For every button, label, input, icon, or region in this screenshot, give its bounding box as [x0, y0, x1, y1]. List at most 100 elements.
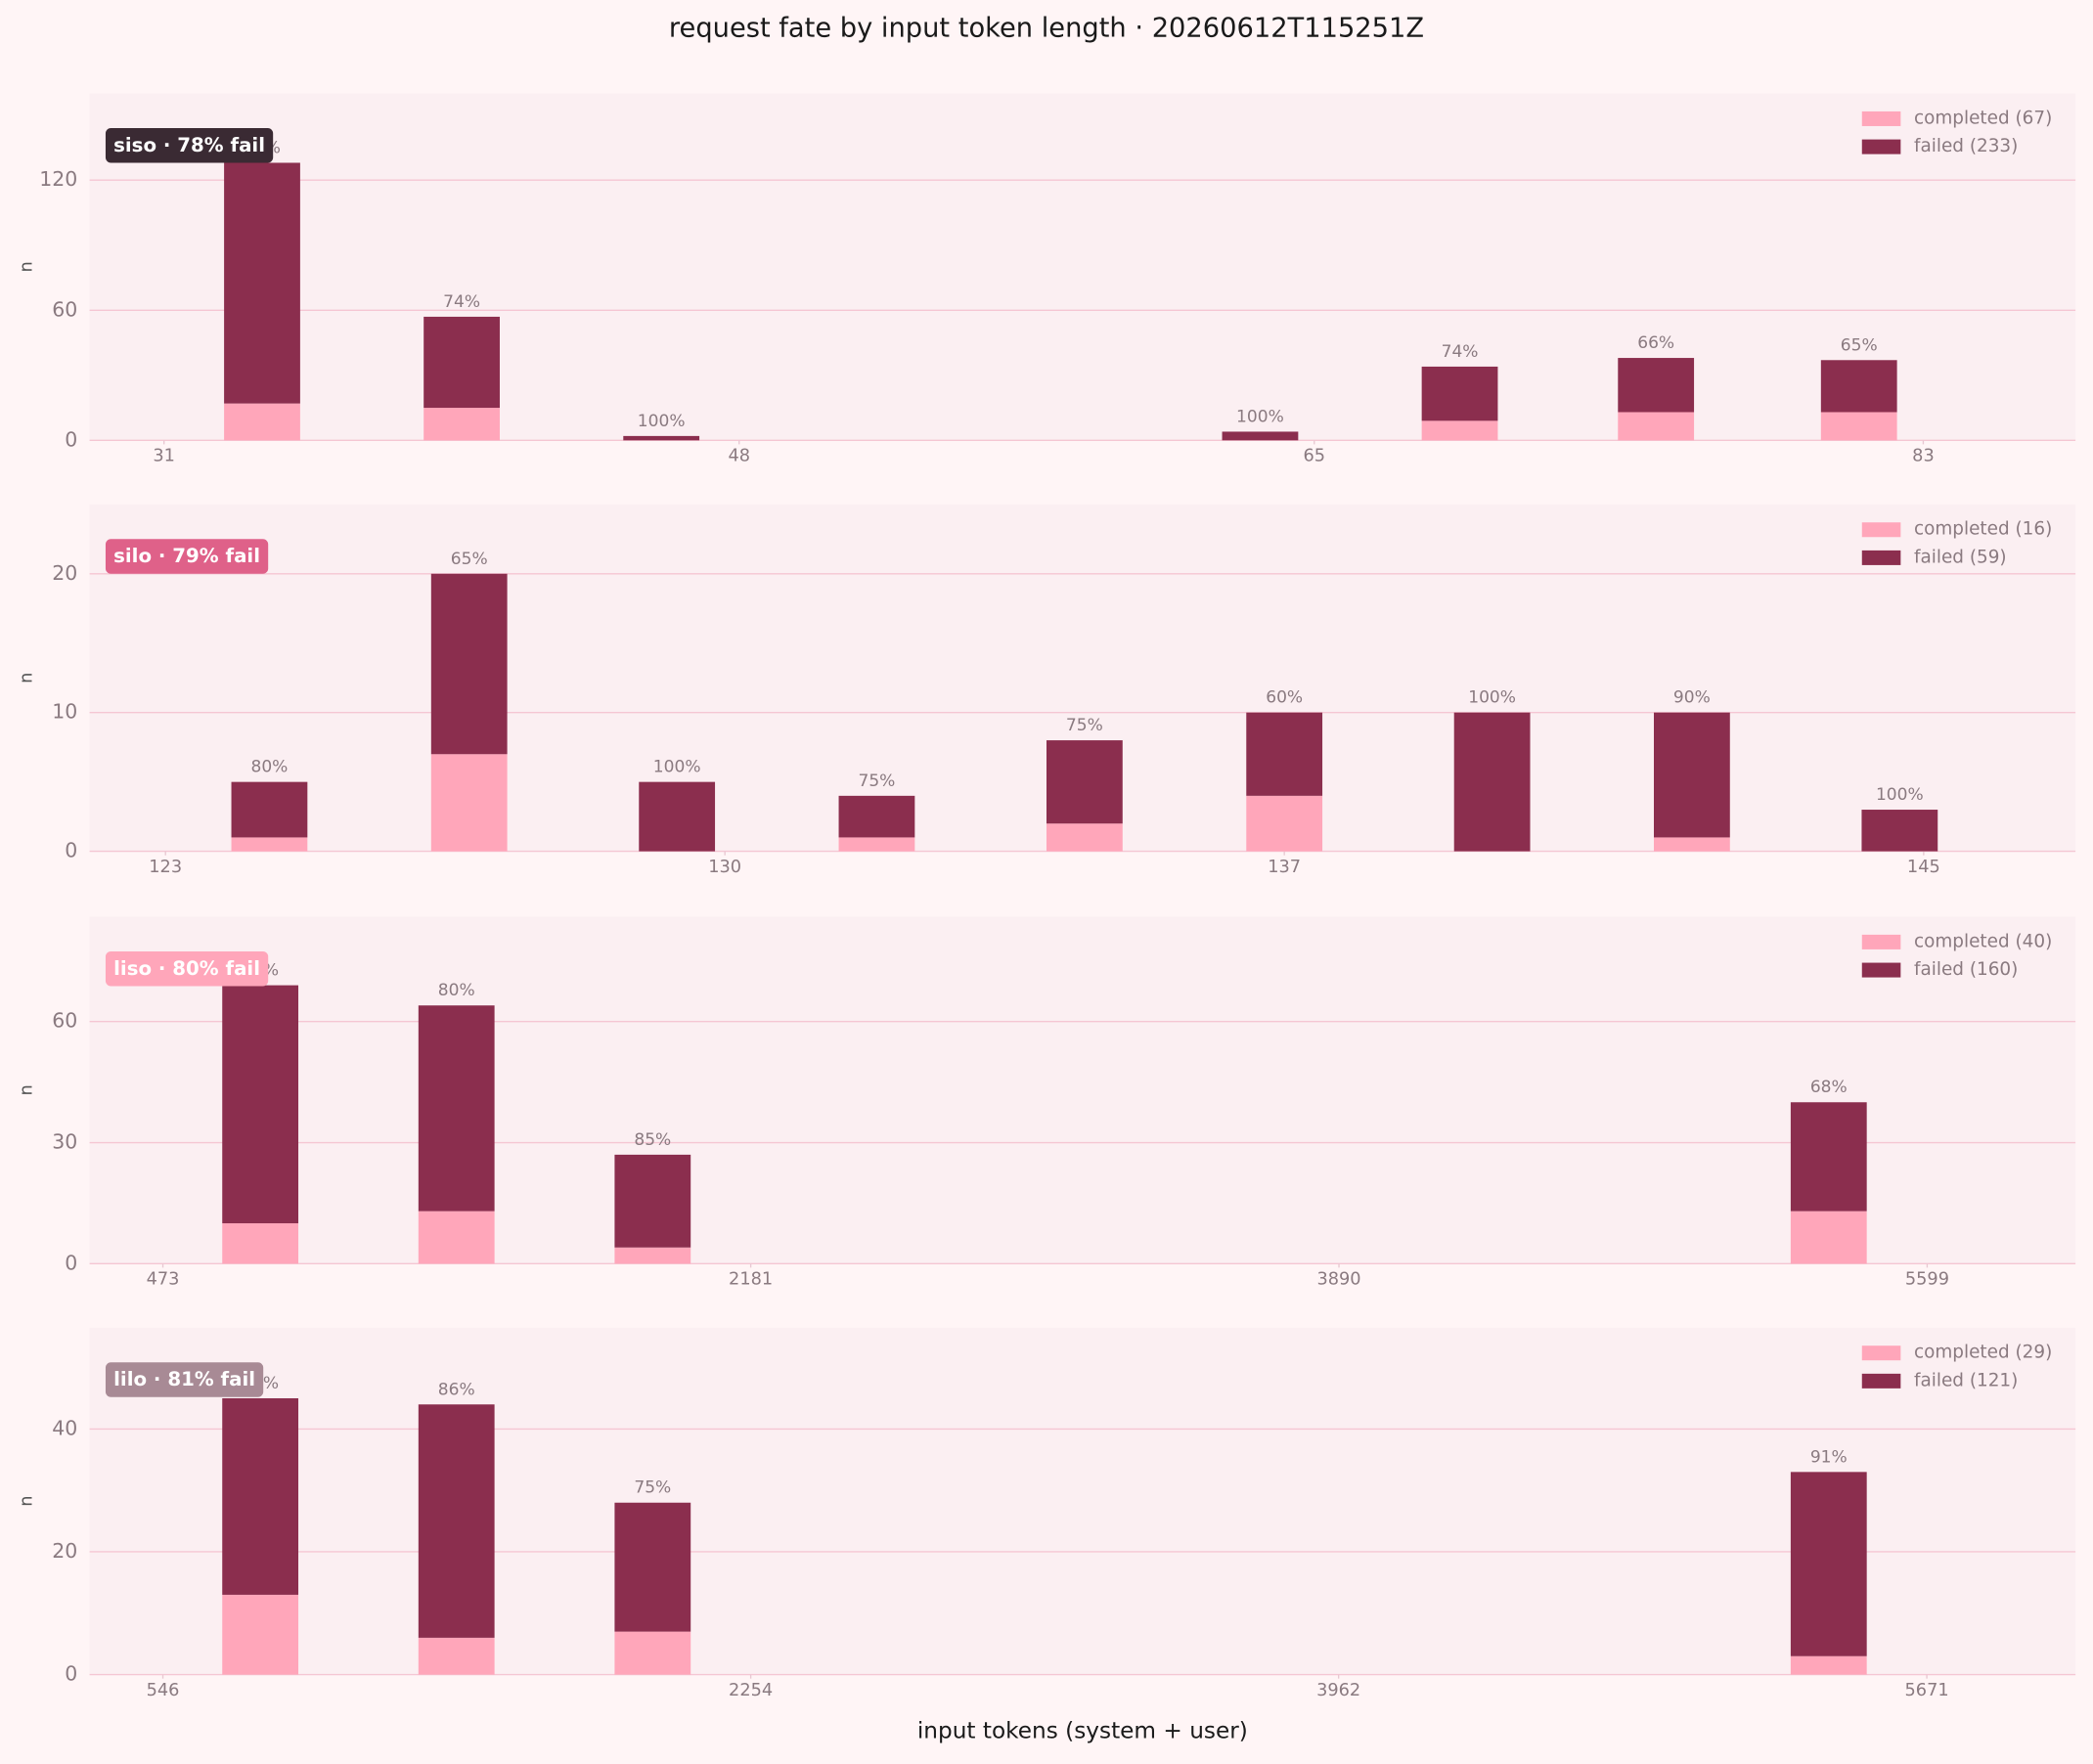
y-tick-label: 40 [52, 1416, 77, 1439]
bar-segment [1421, 366, 1498, 421]
y-axis-label: n [17, 1084, 36, 1095]
bar-segment [1222, 431, 1299, 441]
bar-segment [1046, 740, 1123, 824]
bar-segment [231, 837, 308, 852]
badge: lilo · 81% fail [105, 1362, 264, 1397]
bar-segment [614, 1247, 691, 1264]
bar-segment [614, 1631, 691, 1675]
y-tick-label: 0 [65, 839, 77, 862]
bar-segment [430, 573, 508, 755]
x-tick-label: 137 [1268, 858, 1301, 877]
bar-segment [1790, 1472, 1867, 1656]
y-tick-label: 30 [52, 1130, 77, 1154]
fail-label: 74% [1442, 342, 1479, 362]
legend-label: completed (67) [1914, 108, 2052, 128]
y-tick-label: 0 [65, 1662, 77, 1686]
fail-label: 100% [1236, 407, 1284, 426]
x-tick-label: 473 [147, 1270, 180, 1290]
bar-segment [222, 985, 299, 1224]
fail-label: 86% [438, 1380, 475, 1399]
bar-segment [423, 316, 500, 409]
bar-segment [1654, 837, 1730, 852]
legend-label: failed (160) [1914, 959, 2018, 980]
x-tick-label: 2254 [729, 1681, 773, 1700]
fail-label: 68% [1810, 1078, 1848, 1097]
bar-segment [231, 781, 308, 838]
bar-segment [1421, 420, 1498, 441]
bar-segment [1453, 712, 1531, 852]
legend-swatch [1861, 962, 1901, 978]
bar-segment [1790, 1211, 1867, 1264]
bar-segment [418, 1404, 495, 1638]
y-axis-label: n [17, 673, 36, 684]
bar-segment [222, 1397, 299, 1595]
bar-segment [1246, 795, 1323, 852]
legend-label: completed (40) [1914, 931, 2052, 951]
y-tick-label: 20 [52, 1539, 77, 1563]
legend-label: failed (233) [1914, 136, 2018, 156]
legend-swatch [1861, 1373, 1901, 1389]
x-tick-label: 546 [147, 1681, 180, 1700]
bar-segment [224, 162, 300, 404]
fail-label: 65% [451, 550, 488, 569]
bar-segment [1618, 358, 1695, 413]
legend-swatch [1861, 550, 1901, 565]
x-tick-label: 31 [153, 447, 175, 466]
bar-segment [1820, 360, 1897, 413]
legend-label: completed (29) [1914, 1343, 2052, 1363]
x-tick-label: 83 [1912, 447, 1935, 466]
plot-area [89, 93, 2076, 441]
x-tick-label: 48 [728, 447, 750, 466]
fail-label: 100% [1876, 785, 1924, 805]
badge-label: silo · 79% fail [113, 545, 260, 567]
legend-swatch [1861, 139, 1901, 154]
y-tick-label: 0 [65, 1251, 77, 1274]
bar-segment [614, 1154, 691, 1248]
fail-label: 74% [443, 292, 480, 312]
bar-segment [614, 1502, 691, 1632]
x-tick-label: 3890 [1316, 1270, 1360, 1290]
legend-swatch [1861, 522, 1901, 538]
y-tick-label: 60 [52, 1009, 77, 1033]
y-tick-label: 10 [52, 700, 77, 724]
bar-segment [423, 408, 500, 441]
plot-area [89, 1327, 2076, 1675]
badge: silo · 79% fail [105, 539, 269, 574]
plot-area [89, 916, 2076, 1264]
bar-segment [418, 1005, 495, 1212]
bar-segment [623, 435, 700, 441]
fail-label: 75% [634, 1478, 671, 1498]
legend-swatch [1861, 934, 1901, 949]
fail-label: 65% [1841, 335, 1878, 355]
bar-segment [639, 781, 716, 852]
legend-label: failed (121) [1914, 1370, 2018, 1390]
badge-box [105, 539, 269, 574]
x-tick-label: 5599 [1905, 1270, 1949, 1290]
bar-segment [838, 837, 915, 852]
bar-segment [418, 1637, 495, 1675]
x-tick-label: 130 [708, 858, 741, 877]
fail-label: 75% [1066, 716, 1103, 735]
y-tick-label: 60 [52, 297, 77, 321]
bar-segment [1046, 823, 1123, 852]
y-axis-label: n [17, 261, 36, 272]
bar-segment [1654, 712, 1730, 838]
bar-segment [1820, 412, 1897, 441]
bar-segment [222, 1594, 299, 1675]
badge-label: lilo · 81% fail [113, 1368, 255, 1390]
x-tick-label: 3962 [1316, 1681, 1360, 1700]
x-tick-label: 123 [149, 858, 182, 877]
legend-swatch [1861, 1345, 1901, 1361]
bar-segment [1790, 1102, 1867, 1212]
fail-label: 66% [1637, 333, 1674, 353]
bar-segment [1618, 412, 1695, 441]
fail-label: 80% [250, 758, 288, 777]
fail-label: 90% [1673, 688, 1711, 708]
badge-box [105, 1362, 264, 1397]
fail-label: 91% [1810, 1447, 1848, 1467]
badge: liso · 80% fail [105, 950, 269, 987]
x-tick-label: 2181 [729, 1270, 773, 1290]
legend-swatch [1861, 110, 1901, 126]
badge: siso · 78% fail [105, 128, 274, 163]
fail-label: 100% [638, 412, 686, 431]
